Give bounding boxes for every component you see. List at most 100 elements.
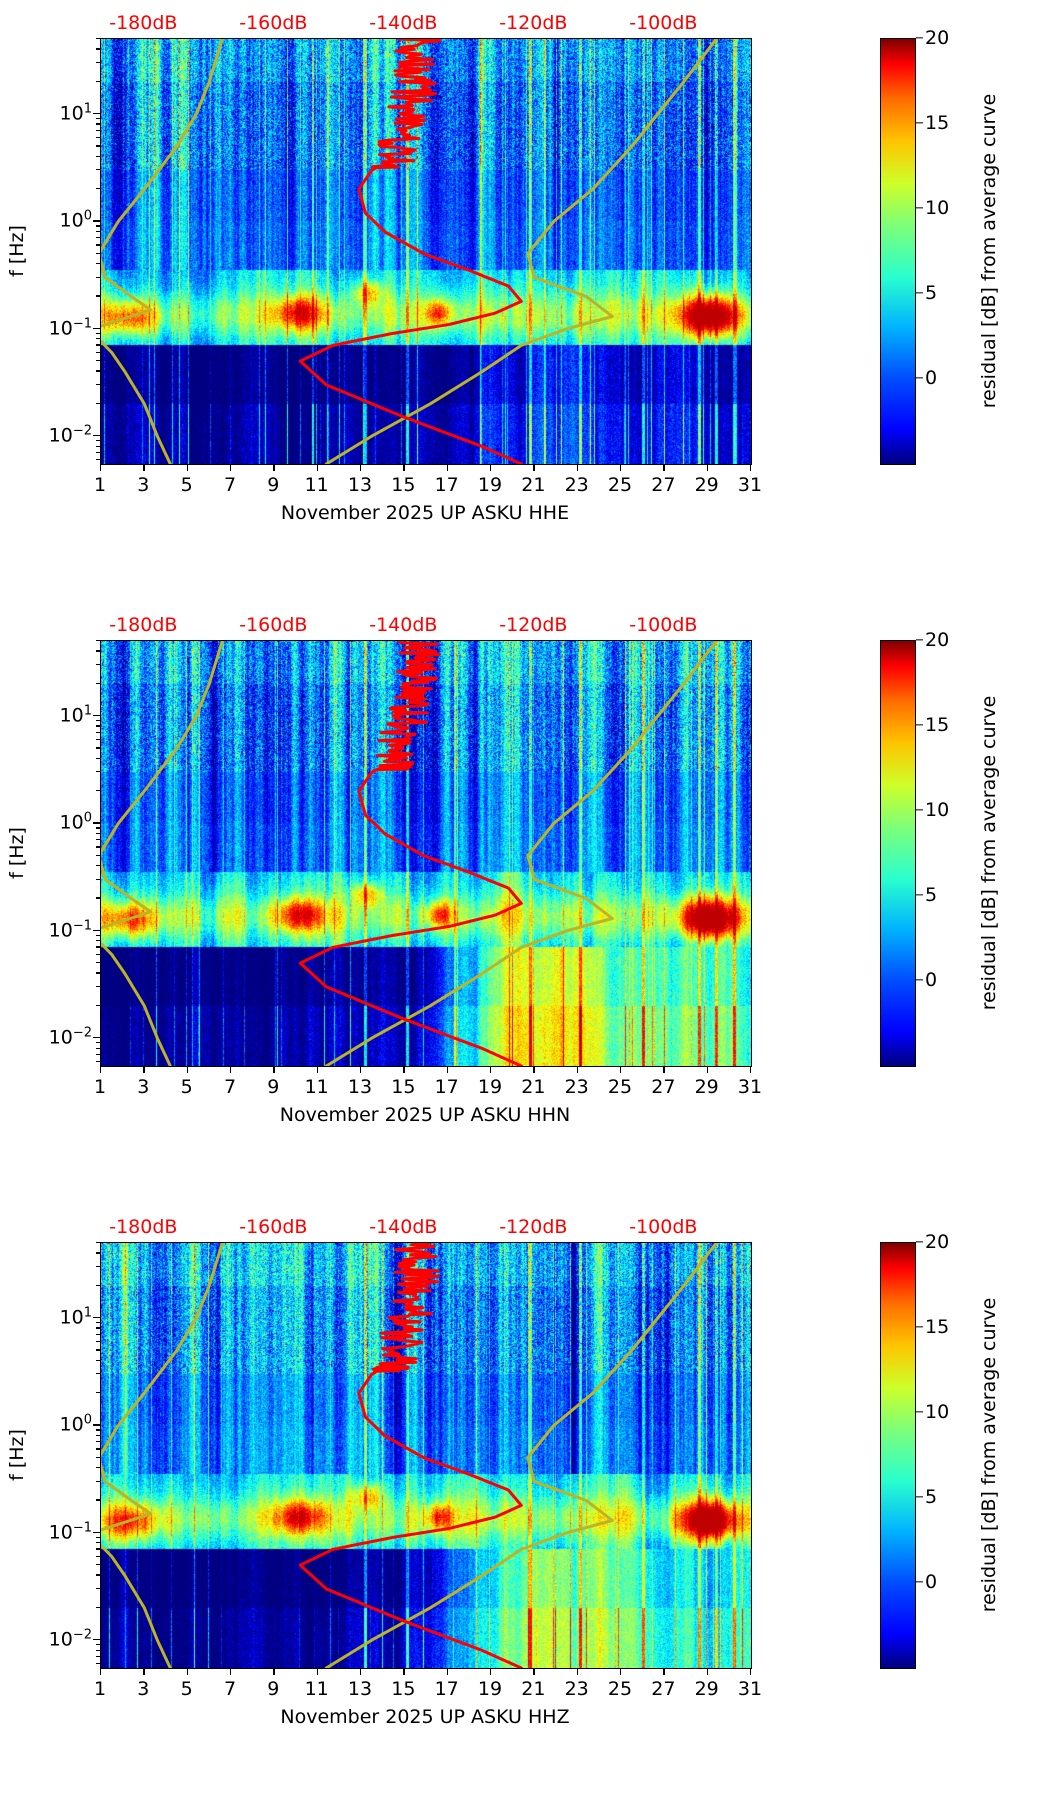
y-tick-mark	[96, 934, 100, 936]
colorbar-tick-mark	[916, 724, 923, 726]
y-tick-mark	[96, 1392, 100, 1394]
y-tick-mark	[93, 113, 100, 115]
x-tick-label: 27	[651, 1076, 676, 1098]
new-low-noise-model-curve	[101, 39, 224, 464]
x-tick-mark	[230, 464, 232, 471]
x-tick-mark	[750, 1668, 752, 1675]
y-axis-label-text: f [Hz]	[6, 1428, 28, 1481]
x-tick-label: 25	[607, 474, 633, 496]
y-tick-mark	[96, 897, 100, 899]
y-tick-mark	[96, 827, 100, 829]
x-tick-label: 9	[267, 474, 280, 496]
x-tick-label: 7	[223, 1076, 237, 1098]
top-db-tick-label: -100dB	[629, 12, 698, 34]
y-tick-mark	[93, 715, 100, 717]
colorbar-tick-label: 10	[925, 1401, 950, 1423]
colorbar-ticks: 0 5 10 15 20	[916, 1231, 976, 1667]
x-tick-mark	[403, 464, 405, 471]
colorbar-label: residual [dB] from average curve	[975, 640, 1003, 1065]
colorbar-tick-label: 10	[925, 197, 950, 219]
x-tick-mark	[663, 1668, 665, 1675]
x-axis-label: November 2025 UP ASKU HHE	[280, 502, 570, 524]
y-tick-mark	[96, 276, 100, 278]
y-tick-mark	[93, 1531, 100, 1534]
y-tick-mark	[96, 1252, 100, 1254]
y-tick-mark	[96, 1662, 100, 1665]
x-tick-label: 9	[267, 1678, 280, 1700]
colorbar-tick-label: 10	[925, 799, 950, 821]
x-tick-mark	[706, 1066, 708, 1073]
y-tick-mark	[96, 946, 100, 948]
x-tick-labels: 1 3 5 7 9 11 13 15 17 19 21 23 25 27 29 31	[94, 474, 762, 500]
x-tick-mark	[533, 1066, 535, 1073]
top-db-tick-label: -180dB	[109, 12, 178, 34]
y-tick-marks	[93, 1242, 100, 1667]
y-tick-label: 100	[59, 810, 92, 835]
colorbar-tick-mark	[916, 1496, 923, 1498]
y-tick-mark	[96, 338, 100, 340]
y-tick-mark	[96, 1456, 100, 1459]
y-tick-mark	[96, 1047, 100, 1049]
x-tick-label: 23	[564, 1678, 589, 1700]
new-high-noise-model-curve	[324, 1243, 718, 1668]
x-tick-mark	[186, 464, 188, 471]
y-tick-mark	[93, 1037, 100, 1039]
x-tick-mark	[403, 1066, 405, 1073]
y-tick-mark	[93, 327, 100, 330]
colorbar-tick-label: 20	[925, 629, 950, 651]
y-tick-label: 10−1	[48, 918, 92, 942]
y-tick-mark	[96, 252, 100, 255]
x-tick-marks	[100, 1668, 752, 1676]
top-db-tick-label: -120dB	[499, 12, 568, 34]
x-tick-label: 21	[521, 1076, 546, 1098]
colorbar-tick-mark	[916, 292, 923, 294]
y-tick-mark	[96, 80, 100, 83]
x-tick-label: 29	[694, 1076, 719, 1098]
x-tick-mark	[750, 1066, 752, 1073]
x-tick-label: 17	[434, 474, 459, 496]
y-tick-labels: 10−2 10−1 100 101	[30, 640, 92, 1065]
y-tick-mark	[96, 1349, 100, 1351]
y-tick-labels: 10−2 10−1 100 101	[30, 38, 92, 463]
x-tick-mark	[533, 464, 535, 471]
y-tick-mark	[96, 731, 100, 733]
y-axis-label-text: f [Hz]	[6, 224, 28, 277]
y-tick-label: 101	[59, 703, 92, 727]
x-tick-mark	[446, 464, 448, 471]
y-tick-mark	[96, 1429, 100, 1431]
panel-hhn: -180dB -160dB -140dB -120dB -100dB f [Hz] 10−2…	[0, 610, 1052, 1190]
x-tick-mark	[663, 464, 665, 471]
top-db-tick-label: -160dB	[239, 12, 308, 34]
y-axis-label-text: f [Hz]	[6, 826, 28, 879]
y-tick-mark	[96, 719, 100, 722]
y-tick-mark	[96, 1042, 100, 1044]
y-tick-mark	[96, 123, 100, 125]
x-tick-mark	[533, 1668, 535, 1675]
y-tick-mark	[96, 332, 100, 334]
y-tick-mark	[96, 940, 100, 942]
x-tick-label: 5	[180, 474, 193, 496]
panel-hhz: -180dB -160dB -140dB -120dB -100dB f [Hz] 10−2…	[0, 1212, 1052, 1792]
y-tick-mark	[96, 725, 100, 727]
top-db-tick-label: -140dB	[369, 614, 438, 636]
x-tick-mark	[273, 1066, 275, 1073]
x-tick-label: 31	[737, 474, 763, 496]
x-tick-mark	[576, 464, 578, 471]
top-db-axis: -180dB -160dB -140dB -120dB -100dB	[100, 614, 750, 638]
top-db-tick-label: -100dB	[629, 1216, 698, 1238]
x-tick-label: 7	[223, 1678, 237, 1700]
x-tick-mark	[446, 1066, 448, 1073]
x-tick-mark	[186, 1066, 188, 1073]
x-tick-mark	[186, 1668, 188, 1675]
y-tick-label: 10−2	[48, 1627, 92, 1651]
x-tick-label: 19	[477, 1678, 503, 1700]
x-tick-labels: 1 3 5 7 9 11 13 15 17 19 21 23 25 27 29 31	[94, 1076, 762, 1102]
x-tick-label: 7	[223, 474, 237, 496]
x-tick-label: 25	[607, 1678, 633, 1700]
y-tick-mark	[96, 351, 100, 353]
y-tick-mark	[96, 682, 100, 685]
y-tick-mark	[96, 1373, 100, 1375]
x-tick-mark	[663, 1066, 665, 1073]
y-tick-label: 10−2	[48, 1025, 92, 1049]
y-tick-mark	[96, 445, 100, 447]
